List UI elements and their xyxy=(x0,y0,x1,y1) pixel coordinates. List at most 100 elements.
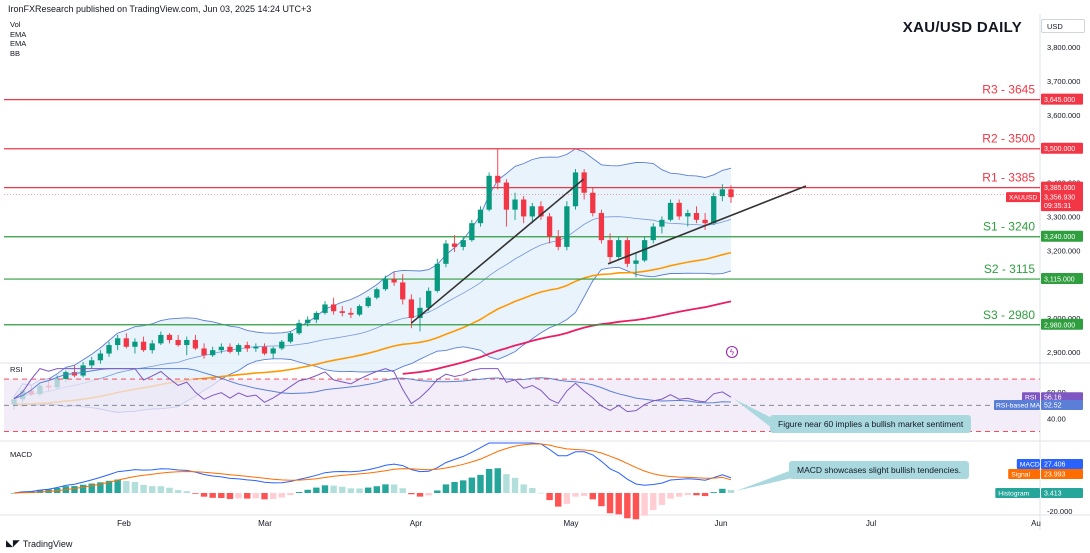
tradingview-brand: TradingView xyxy=(22,538,73,549)
candle-body xyxy=(624,240,630,264)
candle-body xyxy=(382,279,389,290)
macd-histogram-bar xyxy=(79,484,87,493)
indicator-vol-label[interactable]: Vol xyxy=(10,20,21,29)
level-label: R3 - 3645 xyxy=(982,83,1035,97)
macd-histogram-bar xyxy=(675,493,683,497)
histogram-name-tag-text: Histogram xyxy=(998,491,1029,498)
macd-histogram-bar xyxy=(174,490,182,493)
indicator-bb-label[interactable]: BB xyxy=(10,48,21,58)
price-axis-tick: 3,600.000 xyxy=(1047,111,1080,120)
macd-value-text: 27.406 xyxy=(1044,462,1066,469)
rsi-ma-value-text: 52.52 xyxy=(1044,402,1062,409)
price-level-tag xyxy=(1041,318,1083,330)
candle-body xyxy=(313,312,319,320)
candle-body xyxy=(650,226,656,241)
candle-body xyxy=(719,189,726,197)
lightning-glyph: ϟ xyxy=(730,348,735,357)
macd-histogram-bar xyxy=(140,484,147,493)
candle-body xyxy=(348,312,354,315)
candle-body xyxy=(460,240,466,247)
bb-upper-line xyxy=(13,148,732,397)
price-axis-tick: 3,200.000 xyxy=(1047,246,1080,255)
candle-body xyxy=(693,213,700,220)
macd-histogram-bar xyxy=(615,493,622,515)
macd-callout-pointer xyxy=(736,470,792,491)
lightning-icon xyxy=(725,345,739,359)
macd-histogram-bar xyxy=(226,493,234,499)
time-axis-label: May xyxy=(563,519,578,528)
candle-body xyxy=(685,213,691,217)
candle-body xyxy=(140,341,147,351)
price-level-tag-text: 3,645.000 xyxy=(1044,97,1075,104)
macd-name-tag-text: MACD xyxy=(1020,462,1040,469)
candle-body xyxy=(63,372,69,379)
macd-histogram-bar xyxy=(563,493,571,504)
rsi-ma-name-tag xyxy=(994,399,1040,410)
candle-body xyxy=(667,202,674,220)
signal-line xyxy=(13,443,732,494)
currency-selector[interactable]: USD xyxy=(1041,19,1085,33)
macd-histogram-bar xyxy=(503,474,510,493)
candle-body xyxy=(495,175,501,183)
macd-histogram-bar xyxy=(192,493,199,494)
macd-histogram-bar xyxy=(684,493,692,496)
macd-histogram-bar xyxy=(166,487,173,493)
time-axis-label: Jun xyxy=(715,519,728,528)
candle-body xyxy=(408,299,415,318)
price-level-tag-text: 3,500.000 xyxy=(1044,146,1075,153)
macd-histogram-bar xyxy=(330,485,337,493)
symbol-tag-text: XAUUSD xyxy=(1009,195,1037,202)
candle-body xyxy=(158,334,164,344)
candle-body xyxy=(322,304,328,313)
price-level-tag xyxy=(1041,181,1083,193)
rsi-axis-tick: 40.00 xyxy=(1047,414,1066,423)
macd-histogram-bar xyxy=(244,493,251,499)
candle-body xyxy=(400,282,406,300)
candle-body xyxy=(521,199,527,217)
current-price-value: 3,356.930 xyxy=(1044,195,1075,202)
macd-histogram-bar xyxy=(399,488,406,493)
candle-body xyxy=(581,172,587,193)
macd-histogram-bar xyxy=(546,493,553,501)
chart-title: XAU/USD DAILY xyxy=(902,19,1022,36)
price-level-tag-text: 3,385.000 xyxy=(1044,185,1075,192)
candle-body xyxy=(132,341,138,347)
time-axis-label: Feb xyxy=(117,519,131,528)
candle-body xyxy=(426,290,432,308)
macd-histogram-bar xyxy=(123,481,130,493)
macd-histogram-bar xyxy=(131,481,139,493)
candle-body xyxy=(184,339,190,346)
macd-histogram-bar xyxy=(382,484,389,493)
macd-histogram-bar xyxy=(408,493,415,495)
candle-body xyxy=(598,213,605,241)
tradingview-logo[interactable]: ◣◤ TradingView xyxy=(6,538,72,549)
indicator-ema2-label[interactable]: EMA xyxy=(10,39,27,49)
symbol-tag xyxy=(1006,192,1040,203)
macd-histogram-bar xyxy=(10,493,18,494)
macd-histogram-bar xyxy=(287,493,294,496)
indicator-legend: Vol EMA EMA BB xyxy=(10,20,26,58)
macd-histogram-bar xyxy=(295,492,303,493)
candle-body xyxy=(616,240,622,258)
candle-body xyxy=(590,192,596,214)
macd-histogram-bar xyxy=(658,493,666,505)
macd-histogram-bar xyxy=(416,493,424,497)
macd-histogram-bar xyxy=(321,485,329,493)
price-axis-tick: 3,700.000 xyxy=(1047,77,1080,86)
macd-histogram-bar xyxy=(727,489,735,493)
candle-body xyxy=(218,346,224,351)
candle-body xyxy=(356,306,363,315)
candle-body xyxy=(201,348,207,356)
candle-body xyxy=(149,343,155,351)
candle-body xyxy=(339,311,345,313)
macd-histogram-bar xyxy=(511,477,519,493)
indicator-ema-label[interactable]: EMA xyxy=(10,29,27,39)
macd-histogram-bar xyxy=(632,493,640,520)
macd-name-tag xyxy=(1016,459,1040,469)
rsi-value-text: 56.16 xyxy=(1044,395,1062,402)
candle-body xyxy=(443,243,449,264)
macd-histogram-bar xyxy=(485,468,493,493)
macd-pane-label: MACD xyxy=(10,450,33,459)
price-axis-tick: 3,000.000 xyxy=(1047,314,1080,323)
candle-body xyxy=(227,346,233,352)
